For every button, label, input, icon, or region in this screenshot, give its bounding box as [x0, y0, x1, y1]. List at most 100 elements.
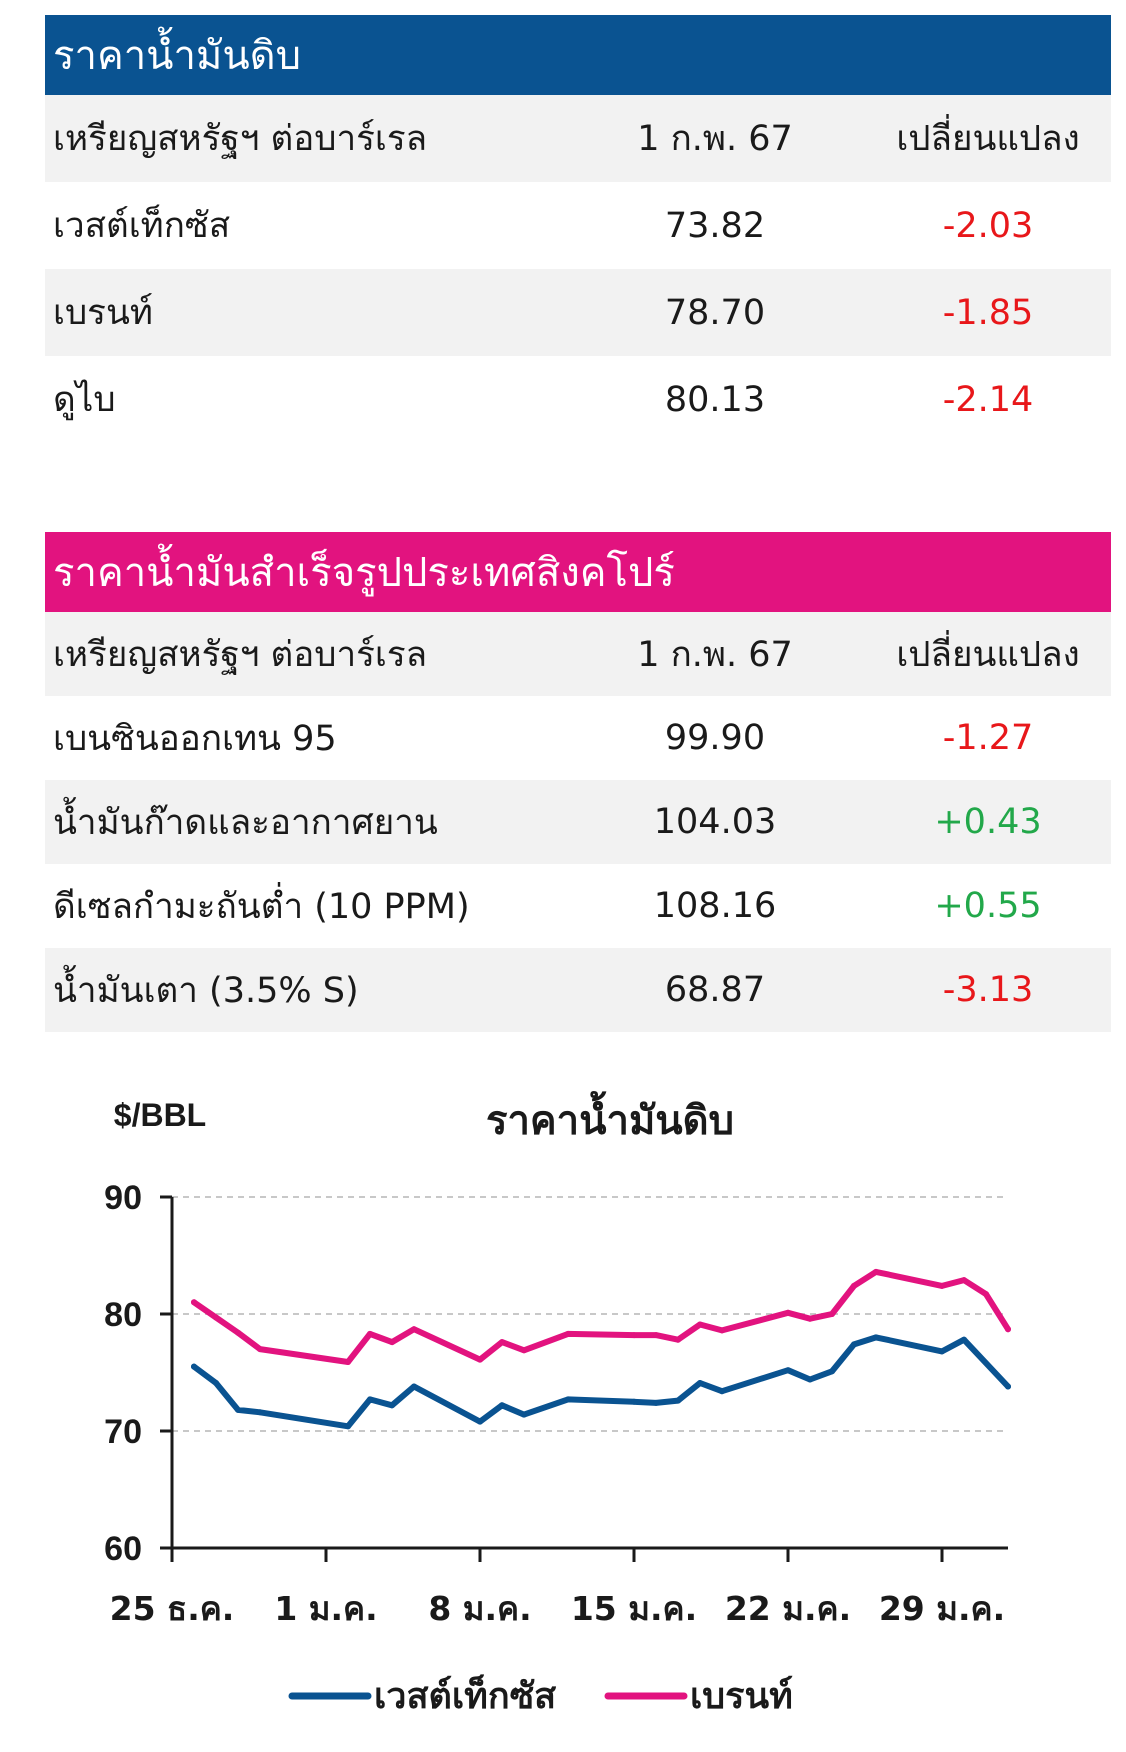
brent-data-point — [477, 1356, 483, 1363]
unit-header: เหรียญสหรัฐฯ ต่อบาร์เรล — [53, 634, 428, 675]
product-name: น้ำมันก๊าดและอากาศยาน — [53, 802, 438, 843]
table-row: น้ำมันเตา (3.5% S) 68.87 -3.13 — [45, 948, 1111, 1032]
wti-data-point — [565, 1396, 571, 1403]
change-header: เปลี่ยนแปลง — [896, 119, 1080, 159]
wti-data-point — [345, 1423, 351, 1430]
price-value: 78.70 — [664, 292, 766, 333]
brent-data-point — [345, 1359, 351, 1365]
wti-data-point — [213, 1380, 219, 1386]
product-name: น้ำมันเตา (3.5% S) — [53, 970, 359, 1011]
brent-data-point — [213, 1314, 219, 1321]
wti-data-point — [235, 1406, 241, 1413]
x-tick-label: 22 ม.ค. — [725, 1589, 851, 1628]
crude-oil-header-row: เหรียญสหรัฐฯ ต่อบาร์เรล 1 ก.พ. 67 เปลี่ย… — [45, 95, 1111, 182]
wti-series-line — [191, 1334, 1011, 1430]
wti-data-point — [719, 1388, 725, 1395]
table-row: ดีเซลกำมะถันต่ำ (10 PPM) 108.16 +0.55 — [45, 864, 1111, 948]
x-tick-label: 25 ธ.ค. — [110, 1589, 235, 1628]
brent-data-point — [807, 1315, 813, 1322]
wti-data-point — [697, 1380, 703, 1386]
y-tick-label: 60 — [104, 1530, 142, 1568]
change-value: -1.27 — [942, 718, 1034, 758]
brent-series-line — [191, 1268, 1011, 1365]
table-row: เบนซินออกเทน 95 99.90 -1.27 — [45, 696, 1111, 780]
price-value: 80.13 — [664, 379, 766, 420]
brent-data-point — [939, 1282, 945, 1289]
wti-data-point — [477, 1418, 483, 1425]
date-header: 1 ก.พ. 67 — [637, 119, 793, 159]
x-tick-label: 1 ม.ค. — [274, 1589, 377, 1628]
brent-data-point — [983, 1291, 989, 1298]
brent-data-point — [675, 1336, 681, 1343]
brent-data-point — [851, 1282, 857, 1289]
date-header: 1 ก.พ. 67 — [637, 634, 793, 675]
price-value: 73.82 — [664, 205, 766, 246]
change-header: เปลี่ยนแปลง — [896, 634, 1080, 675]
product-name: เวสต์เท็กซัส — [53, 206, 231, 246]
product-name: ดีเซลกำมะถันต่ำ (10 PPM) — [53, 886, 470, 927]
brent-data-point — [785, 1309, 791, 1316]
refined-oil-table: ราคาน้ำมันสำเร็จรูปประเทศสิงคโปร์ เหรียญ… — [45, 532, 1111, 1032]
change-value: -1.85 — [942, 292, 1034, 333]
change-value: +0.43 — [934, 802, 1042, 842]
product-name: เบรนท์ — [53, 293, 153, 333]
table-row: ดูไบ 80.13 -2.14 — [45, 356, 1111, 443]
refined-oil-title: ราคาน้ำมันสำเร็จรูปประเทศสิงคโปร์ — [45, 532, 1111, 612]
brent-data-point — [873, 1268, 879, 1275]
brent-data-point — [235, 1329, 241, 1336]
brent-data-point — [829, 1311, 835, 1317]
table-row: เวสต์เท็กซัส 73.82 -2.03 — [45, 182, 1111, 269]
x-tick-label: 29 ม.ค. — [879, 1589, 1005, 1628]
brent-data-point — [257, 1346, 263, 1353]
price-value: 104.03 — [653, 802, 777, 842]
brent-data-point — [653, 1332, 659, 1339]
x-tick-label: 15 ม.ค. — [571, 1589, 697, 1628]
crude-oil-table: ราคาน้ำมันดิบ เหรียญสหรัฐฯ ต่อบาร์เรล 1 … — [45, 15, 1111, 443]
product-name: เบนซินออกเทน 95 — [53, 718, 337, 759]
wti-data-point — [653, 1399, 659, 1406]
wti-data-point — [389, 1402, 395, 1409]
wti-data-point — [675, 1397, 681, 1404]
brent-data-point — [367, 1330, 373, 1337]
brent-data-point — [411, 1326, 417, 1333]
brent-data-point — [191, 1299, 197, 1306]
change-value: -3.13 — [942, 970, 1034, 1010]
wti-data-point — [1005, 1383, 1011, 1390]
y-axis-unit-label: $/BBL — [114, 1097, 206, 1133]
brent-data-point — [961, 1277, 967, 1284]
price-value: 68.87 — [664, 970, 766, 1010]
brent-data-point — [499, 1339, 505, 1346]
refined-oil-header-row: เหรียญสหรัฐฯ ต่อบาร์เรล 1 ก.พ. 67 เปลี่ย… — [45, 612, 1111, 696]
y-tick-label: 90 — [104, 1179, 142, 1217]
change-value: -2.03 — [942, 205, 1034, 246]
wti-data-point — [257, 1409, 263, 1416]
brent-data-point — [719, 1327, 725, 1334]
brent-data-point — [1005, 1326, 1011, 1333]
brent-data-point — [697, 1321, 703, 1328]
wti-data-point — [631, 1398, 637, 1405]
wti-data-point — [807, 1376, 813, 1383]
unit-header: เหรียญสหรัฐฯ ต่อบาร์เรล — [53, 119, 428, 159]
brent-data-point — [631, 1332, 637, 1339]
crude-oil-price-chart: $/BBL ราคาน้ำมันดิบ 60 70 80 90 25 ธ.ค. 1 ม.ค… — [104, 1091, 1011, 1717]
brent-data-point — [565, 1330, 571, 1337]
wti-data-point — [873, 1334, 879, 1341]
wti-data-point — [499, 1402, 505, 1409]
wti-data-point — [521, 1411, 527, 1418]
price-value: 108.16 — [653, 886, 777, 926]
table-row: น้ำมันก๊าดและอากาศยาน 104.03 +0.43 — [45, 780, 1111, 864]
wti-data-point — [785, 1367, 791, 1374]
wti-data-point — [411, 1383, 417, 1390]
wti-data-point — [191, 1363, 197, 1370]
change-value: +0.55 — [934, 886, 1042, 926]
wti-data-point — [367, 1396, 373, 1403]
chart-title: ราคาน้ำมันดิบ — [486, 1091, 734, 1144]
crude-oil-title: ราคาน้ำมันดิบ — [45, 15, 1111, 95]
y-tick-label: 80 — [104, 1296, 142, 1334]
table-row: เบรนท์ 78.70 -1.85 — [45, 269, 1111, 356]
price-value: 99.90 — [664, 718, 766, 758]
product-name: ดูไบ — [53, 380, 116, 420]
wti-data-point — [829, 1368, 835, 1375]
wti-data-point — [851, 1341, 857, 1348]
brent-data-point — [521, 1347, 527, 1354]
